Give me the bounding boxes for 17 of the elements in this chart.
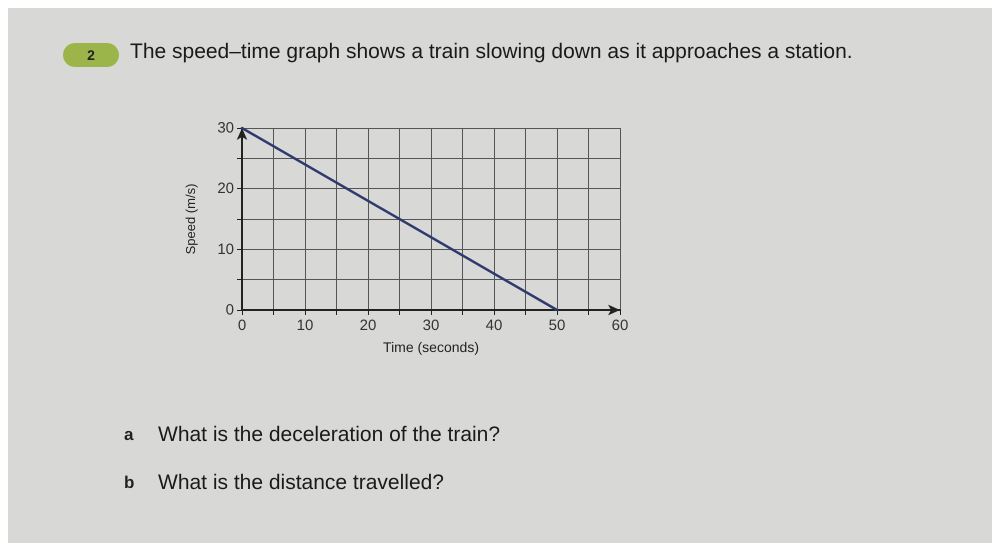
x-tick-label: 60 xyxy=(612,317,628,334)
x-tick-label: 40 xyxy=(486,317,502,334)
x-tick-label: 10 xyxy=(296,317,314,334)
text: b What is the distance travelled? xyxy=(124,471,444,494)
y-axis-title: Speed (m/s) xyxy=(183,184,198,254)
x-tick-label: 20 xyxy=(360,317,376,334)
text: 2 xyxy=(87,47,96,63)
x-tick-label: 30 xyxy=(422,317,440,334)
y-tick-label: 0 xyxy=(226,302,234,318)
x-axis-title: Time (seconds) xyxy=(383,339,479,355)
text: a What is the deceleration of the train? xyxy=(124,423,500,446)
y-tick-label: 10 xyxy=(217,240,234,258)
x-tick-label: 0 xyxy=(238,317,246,334)
y-tick-label: 20 xyxy=(217,180,234,198)
y-tick-label: 30 xyxy=(217,120,234,136)
chart-title: The speed–time graph shows a train slowing down as it approaches a station. xyxy=(130,40,853,63)
x-tick-label: 50 xyxy=(548,317,566,334)
